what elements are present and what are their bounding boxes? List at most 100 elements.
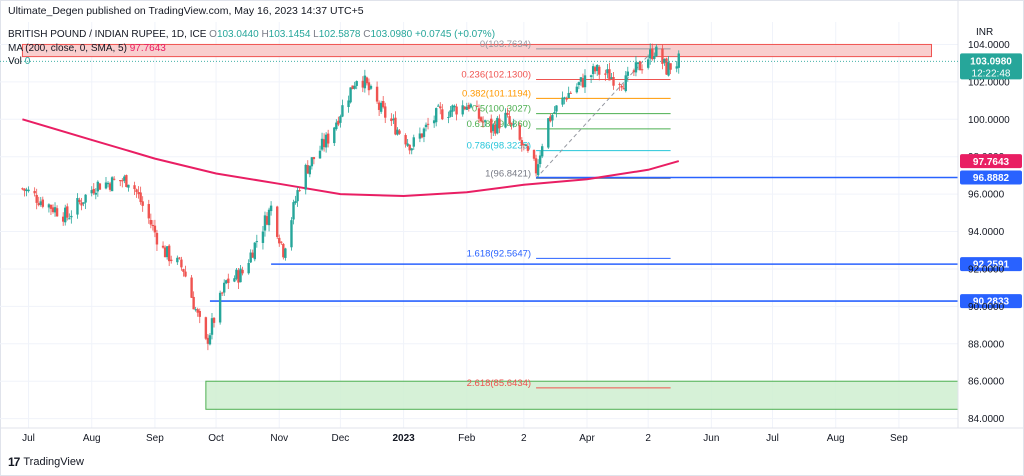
candle-body [208,335,212,345]
candle-body [375,86,379,102]
fib-level-label: 0.236(102.1300) [461,69,531,80]
candle-body [349,87,352,103]
candle-body [420,133,424,138]
currency-label: INR [976,27,993,38]
candle-body [608,69,611,81]
price-tag-label: 103.0980 [970,56,1012,67]
ma-label: MA (200, close, 0, SMA, 5) [8,42,127,54]
candle-body [626,71,629,76]
candle-body [170,259,173,262]
zones [21,43,959,410]
candle-body [223,282,226,293]
candle-body [504,112,507,128]
candle-body [439,106,442,109]
x-tick-label: Nov [270,433,288,444]
candle-body [455,106,458,115]
candle-body [565,97,568,100]
candle-body [536,164,540,176]
ohlc-h: 103.1454 [268,29,311,40]
candle-body [41,199,45,207]
candle-body [308,165,312,175]
candle-body [506,112,509,115]
fibonacci-retracement[interactable]: 0(103.7634) 0.236(102.1300) 0.382(101.1194… [461,39,671,389]
candle-body [593,67,597,72]
candle-body [110,177,114,192]
candle-body [68,218,71,220]
candle-body [396,129,399,135]
candle-body [61,216,65,222]
candle-body [192,296,195,310]
candle-body [184,271,187,277]
x-tick-label: 2 [521,433,527,444]
candle-body [70,215,73,218]
candle-body [622,88,625,90]
candle-body [182,269,185,272]
candle-body [33,190,36,194]
candle-body [35,194,38,203]
candle-body [267,209,271,226]
candle-body [636,62,640,64]
candle-body [178,257,181,259]
candle-body [365,77,369,84]
candle-body [155,232,159,245]
candle-body [377,102,381,110]
candle-body [235,269,238,279]
candle-body [108,183,112,190]
candle-body [304,164,307,190]
candle-body [263,215,267,231]
candle-body [280,241,283,243]
candle-body [384,106,387,118]
candle-body [225,280,228,284]
candle-body [449,110,452,117]
footer: 17 TradingView [8,455,84,469]
y-tick-label: 104.0000 [968,40,1010,51]
candle-body [141,201,144,206]
candle-body [551,115,554,121]
candle-body [37,203,40,206]
level-tag [960,170,1022,185]
candle-body [398,130,401,134]
candle-body [249,252,252,263]
ohlc-l-label: L [313,29,319,40]
candle-body [335,122,338,130]
candle-body [53,207,57,213]
x-tick-label: Apr [579,433,595,444]
price-tag [960,154,1022,169]
candle-body [21,188,24,190]
candle-body [64,207,67,223]
x-tick-label: Feb [458,433,476,444]
x-tick-label: 2023 [392,433,415,444]
candle-body [298,190,301,192]
fib-level-label: 1.618(92.5647) [467,248,531,259]
candle-body [320,138,324,150]
candle-body [190,277,193,298]
candle-body [333,127,336,144]
candle-body [25,189,28,192]
candle-body [575,86,579,93]
candle-body [282,243,285,258]
candle-body [49,204,53,209]
ohlc-c: 103.0980 [370,29,413,40]
candle-body [604,73,607,75]
candle-body [227,278,230,283]
candle-body [278,237,281,244]
candle-body [512,124,515,126]
candle-body [490,118,493,133]
candle-body [133,185,136,190]
candle-body [447,116,450,118]
time-axis[interactable]: Jul Aug Sep Oct Nov Dec 2023 Feb 2 Apr 2 Jun Jul Aug S… [0,427,1024,444]
fib-level-label: 0.5(100.3027) [472,104,531,115]
symbol-name: BRITISH POUND / INDIAN RUPEE, 1D, ICE [8,29,207,40]
candle-body [139,192,142,203]
candle-body [269,205,273,212]
candle-body [483,120,487,122]
vol-label: Vol [8,56,22,67]
candle-body [461,105,464,115]
fib-trend-line [535,48,655,179]
horizontal-levels[interactable]: 96.8882 92.2591 90.2833 [209,170,1022,309]
candle-body [347,100,350,108]
candle-body [494,124,497,134]
candle-body [94,192,97,195]
